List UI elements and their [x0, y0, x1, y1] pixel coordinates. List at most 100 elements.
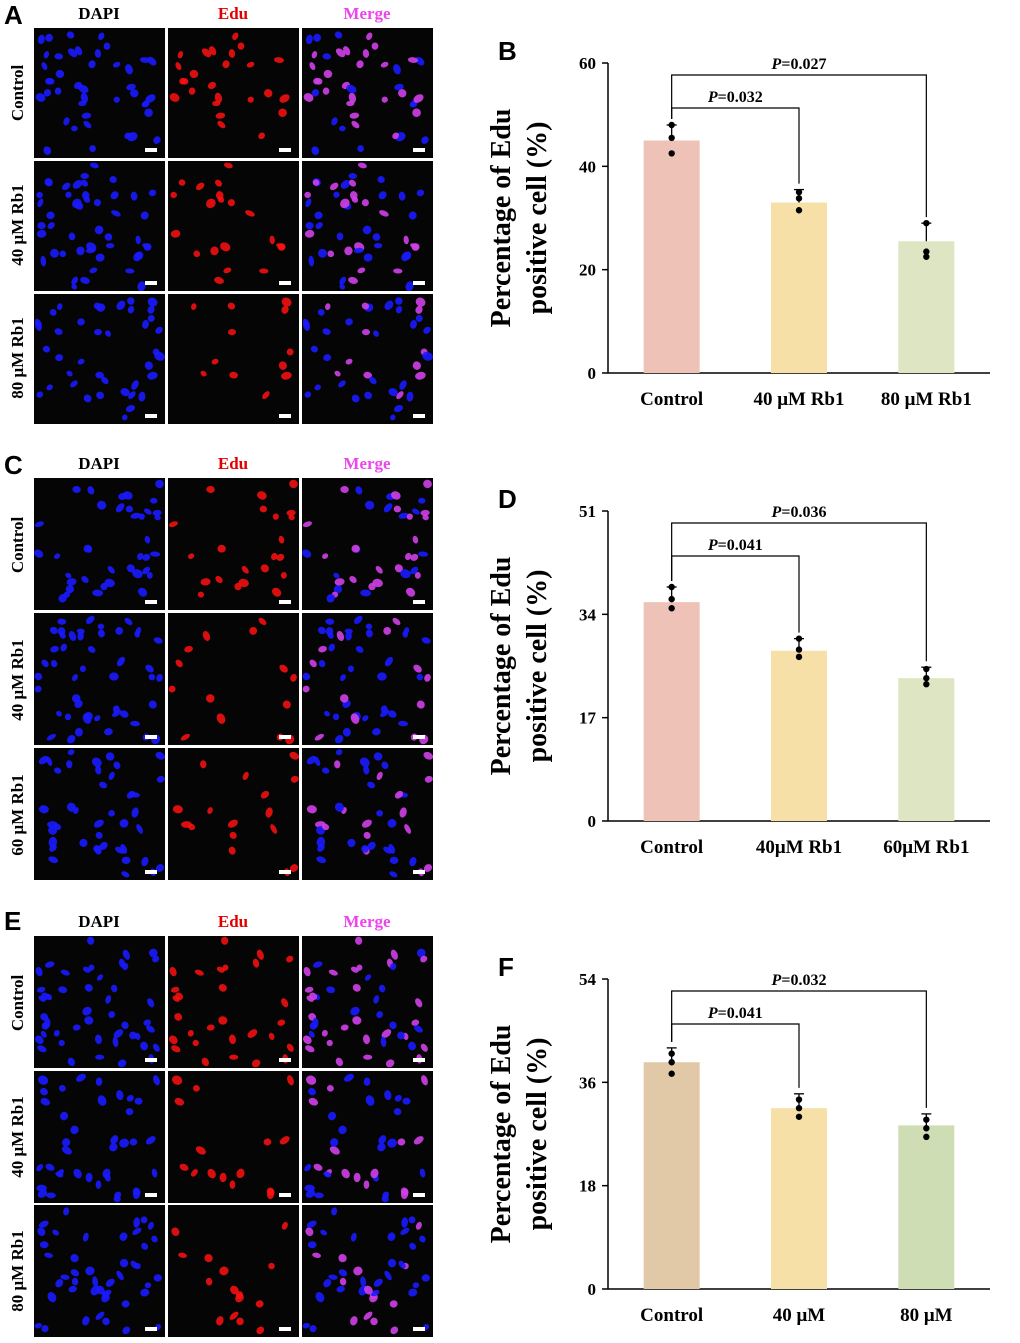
x-tick-label: Control — [640, 389, 703, 410]
bar — [771, 650, 827, 821]
micrograph-edu — [168, 161, 299, 291]
y-tick-label: 60 — [579, 54, 596, 73]
data-point — [668, 1050, 675, 1057]
row-label-control: Control — [8, 974, 27, 1032]
column-header-merge: Merge — [343, 4, 391, 23]
data-point — [923, 253, 930, 260]
row-label-control: Control — [8, 516, 27, 574]
y-tick-label: 20 — [579, 261, 596, 280]
scale-bar — [279, 870, 291, 874]
micrograph-dapi — [34, 478, 165, 610]
micrograph-merge — [302, 28, 433, 158]
y-axis-label: positive cell (%) — [522, 1038, 553, 1231]
panel-label-e: E — [4, 906, 22, 936]
p-value-label: P=0.041 — [707, 1005, 763, 1022]
y-tick-label: 36 — [579, 1073, 596, 1092]
y-tick-label: 0 — [588, 364, 597, 383]
data-point — [668, 134, 675, 142]
x-tick-label: Control — [640, 837, 703, 858]
scale-bar — [145, 148, 157, 152]
panel-label-c: C — [4, 450, 23, 480]
column-header-dapi: DAPI — [78, 4, 120, 23]
chart-svg: D Percentage of Edu positive cell (%) 0 17 34… — [486, 484, 990, 858]
panel-label-a: A — [4, 0, 23, 30]
scale-bar — [279, 735, 291, 739]
bar-chart-d: D Percentage of Edu positive cell (%) 0 17 34… — [470, 478, 1010, 868]
scale-bar — [413, 1327, 425, 1331]
micrograph-edu — [168, 936, 299, 1068]
significance-bracket — [671, 522, 927, 662]
scale-bar — [145, 1058, 157, 1062]
micrograph-edu — [168, 613, 299, 745]
data-point — [795, 188, 803, 196]
panel-label: F — [498, 952, 514, 982]
y-axis-label: positive cell (%) — [522, 122, 553, 315]
data-point — [923, 681, 930, 688]
p-value-label: P=0.032 — [707, 89, 763, 106]
micrograph-edu — [168, 28, 299, 158]
scale-bar — [145, 600, 157, 604]
y-tick-label: 40 — [579, 157, 596, 176]
significance-bracket — [671, 74, 927, 218]
scale-bar — [145, 1327, 157, 1331]
bar — [643, 602, 700, 821]
chart-svg: F Percentage of Edu positive cell (%) 0 18 36… — [486, 952, 990, 1326]
y-tick-label: 0 — [588, 812, 597, 831]
data-point — [795, 653, 803, 661]
scale-bar — [279, 1058, 291, 1062]
x-tick-label: 60μM Rb1 — [883, 837, 969, 858]
scale-bar — [413, 148, 425, 152]
column-header-dapi: DAPI — [78, 912, 120, 931]
y-tick-label: 54 — [579, 970, 597, 989]
bar — [898, 1125, 955, 1289]
scale-bar — [413, 281, 425, 285]
data-point — [668, 583, 675, 591]
data-point — [668, 121, 675, 129]
scale-bar — [145, 870, 157, 874]
data-point — [923, 1133, 930, 1141]
scale-bar — [279, 281, 291, 285]
micrograph-edu — [168, 1205, 299, 1337]
scale-bar — [279, 414, 291, 418]
data-point — [923, 248, 930, 255]
row-label-40um: 40 μM Rb1 — [8, 1096, 27, 1178]
data-point — [795, 1104, 803, 1112]
micrograph-merge — [302, 748, 433, 880]
column-header-edu: Edu — [217, 454, 249, 473]
scale-bar — [413, 600, 425, 604]
micrograph-dapi — [34, 161, 165, 291]
scale-bar — [145, 414, 157, 418]
data-point — [923, 1125, 930, 1132]
data-point — [795, 207, 803, 214]
x-tick-label: 40 μM — [773, 1305, 826, 1326]
micrograph-merge — [302, 613, 433, 745]
scale-bar — [145, 735, 157, 739]
bar — [643, 140, 700, 373]
x-tick-label: 40 μM Rb1 — [754, 389, 845, 410]
panel-label: B — [498, 36, 517, 66]
p-value-label: P=0.041 — [707, 537, 763, 554]
scale-bar — [413, 1193, 425, 1197]
bar — [771, 202, 827, 373]
micrograph-merge — [302, 478, 433, 610]
x-tick-label: 80 μM Rb1 — [881, 389, 972, 410]
scale-bar — [279, 148, 291, 152]
bar — [898, 678, 955, 821]
scale-bar — [413, 414, 425, 418]
y-tick-label: 34 — [579, 605, 597, 624]
data-point — [668, 150, 675, 157]
y-tick-label: 0 — [588, 1280, 597, 1299]
micrograph-dapi — [34, 1071, 165, 1203]
micrograph-dapi — [34, 28, 165, 158]
row-label-40um: 40 μM Rb1 — [8, 184, 27, 266]
row-label-40um: 40 μM Rb1 — [8, 639, 27, 721]
bar — [643, 1062, 700, 1289]
significance-bracket — [671, 990, 927, 1108]
micrograph-dapi — [34, 936, 165, 1068]
micrograph-merge — [302, 936, 433, 1068]
scale-bar — [145, 281, 157, 285]
scale-bar — [279, 600, 291, 604]
bar-chart-f: F Percentage of Edu positive cell (%) 0 18 36… — [470, 946, 1010, 1336]
chart-svg: B Percentage of Edu positive cell (%) 0 20 40… — [486, 36, 990, 410]
micrograph-merge — [302, 161, 433, 291]
